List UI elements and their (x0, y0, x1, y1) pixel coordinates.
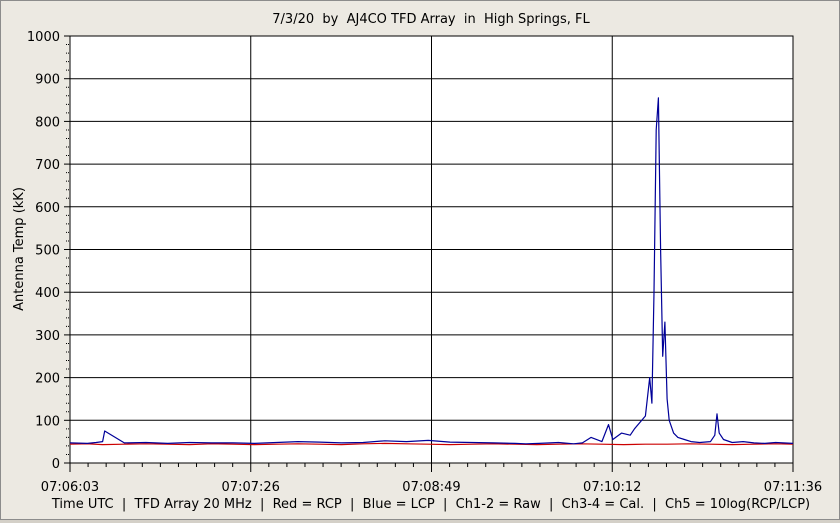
x-tick-label: 07:06:03 (41, 480, 99, 495)
x-tick-label: 07:11:36 (764, 480, 822, 495)
y-tick-label: 1000 (27, 30, 60, 45)
x-tick-label: 07:08:49 (402, 480, 460, 495)
y-tick-label: 0 (52, 457, 60, 472)
y-tick-label: 200 (35, 372, 60, 387)
x-tick-label: 07:10:12 (583, 480, 641, 495)
series-line-rcp (69, 442, 794, 446)
chart-title: 7/3/20 by AJ4CO TFD Array in High Spring… (272, 12, 590, 27)
series-line-lcp (69, 97, 794, 445)
y-tick-label: 100 (35, 414, 60, 429)
y-axis: 0 100 200 300 400 500 600 700 800 900 1000 (27, 30, 70, 472)
x-axis-caption: Time UTC | TFD Array 20 MHz | Red = RCP … (51, 497, 810, 512)
gridlines (70, 36, 793, 463)
y-tick-label: 700 (35, 158, 60, 173)
x-tick-label: 07:07:26 (222, 480, 280, 495)
series-layer (69, 97, 794, 446)
y-tick-label: 400 (35, 286, 60, 301)
y-tick-label: 300 (35, 329, 60, 344)
y-axis-label: Antenna Temp (kK) (12, 187, 27, 311)
y-tick-label: 900 (35, 73, 60, 88)
y-tick-label: 500 (35, 244, 60, 259)
y-tick-label: 800 (35, 115, 60, 130)
y-tick-label: 600 (35, 201, 60, 216)
x-axis: 07:06:03 07:07:26 07:08:49 07:10:12 07:11:36 (41, 463, 822, 495)
